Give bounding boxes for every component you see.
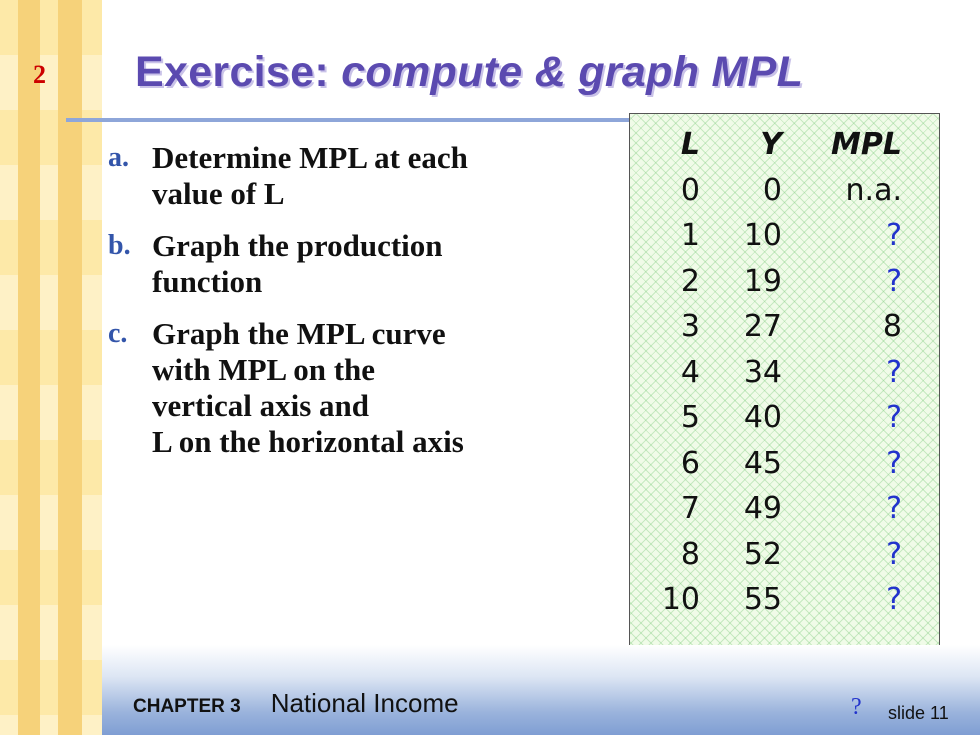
table-row: 8 52?	[642, 532, 902, 578]
cell-y: 10	[743, 218, 782, 253]
cell-l: 1	[680, 218, 700, 253]
chapter-number: CHAPTER 3	[133, 696, 241, 717]
header-mpl: MPL	[831, 127, 902, 162]
production-table-box: L Y MPL 0 0 n.a. 1 10? 2 19? 3 27 8 4 34? 5 40? 6 45? 7 4…	[629, 113, 940, 703]
item-text: Graph the MPL curve with MPL on the vert…	[152, 316, 464, 459]
table-row: 2 19?	[642, 259, 902, 305]
table-row: 6 45?	[642, 441, 902, 487]
cell-l: 3	[680, 309, 700, 344]
cell-mpl: ?	[886, 491, 902, 526]
cell-l: 7	[680, 491, 700, 526]
cell-mpl: ?	[886, 218, 902, 253]
item-marker: a.	[108, 142, 129, 173]
table-row: 1 10?	[642, 213, 902, 259]
decorative-strip	[0, 0, 102, 735]
table-row: 10 55?	[642, 577, 902, 623]
item-text: Graph the production function	[152, 228, 443, 299]
title-italic: compute & graph MPL	[341, 48, 804, 96]
table-body: 0 0 n.a. 1 10? 2 19? 3 27 8 4 34? 5 40? 6 45? 7 49? 8 52? 10…	[642, 168, 902, 623]
footer-question-mark: ?	[851, 694, 862, 720]
cell-mpl: ?	[886, 354, 902, 390]
chapter-label: CHAPTER 3 National Income	[133, 688, 459, 719]
chapter-name: National Income	[270, 688, 459, 718]
production-table: L Y MPL 0 0 n.a. 1 10? 2 19? 3 27 8 4 34? 5 40? 6 45? 7 4…	[642, 122, 902, 623]
table-row: 4 34?	[642, 350, 902, 396]
cell-y: 55	[743, 582, 782, 617]
cell-l: 5	[680, 400, 700, 435]
slide-label: slide 11	[888, 703, 949, 723]
cell-y: 49	[743, 491, 782, 526]
slide-number: 2	[33, 60, 46, 89]
cell-y: 27	[743, 309, 782, 344]
table-row: 3 27 8	[642, 304, 902, 350]
cell-l: 4	[680, 354, 700, 390]
table-row: 5 40?	[642, 395, 902, 441]
cell-y: 0	[762, 172, 782, 208]
title-prefix: Exercise:	[135, 48, 342, 96]
exercise-list: a. Determine MPL at each value of L b. G…	[108, 140, 538, 476]
list-item: b. Graph the production function	[108, 228, 538, 300]
slide-title: Exercise: compute & graph MPL	[135, 48, 803, 97]
cell-y: 52	[743, 536, 782, 572]
cell-mpl: ?	[886, 263, 902, 299]
header-l: L	[680, 127, 700, 162]
cell-mpl: ?	[886, 582, 902, 617]
cell-y: 45	[743, 445, 782, 481]
cell-mpl: 8	[882, 309, 902, 344]
header-y: Y	[760, 127, 782, 162]
footer-band	[102, 645, 980, 735]
cell-l: 8	[680, 536, 700, 572]
item-marker: c.	[108, 318, 128, 349]
cell-y: 34	[743, 354, 782, 390]
item-marker: b.	[108, 230, 131, 261]
cell-mpl: ?	[886, 445, 902, 481]
title-divider	[66, 118, 631, 122]
cell-l: 0	[680, 172, 700, 208]
cell-l: 10	[661, 582, 700, 617]
cell-l: 2	[680, 263, 700, 299]
list-item: c. Graph the MPL curve with MPL on the v…	[108, 316, 538, 460]
cell-mpl: ?	[886, 536, 902, 572]
cell-y: 40	[743, 400, 782, 435]
table-header-row: L Y MPL	[642, 122, 902, 168]
item-text: Determine MPL at each value of L	[152, 140, 468, 211]
cell-y: 19	[743, 263, 782, 299]
table-row: 0 0 n.a.	[642, 168, 902, 214]
cell-mpl: n.a.	[845, 172, 902, 208]
table-row: 7 49?	[642, 486, 902, 532]
list-item: a. Determine MPL at each value of L	[108, 140, 538, 212]
cell-mpl: ?	[886, 400, 902, 435]
cell-l: 6	[680, 445, 700, 481]
